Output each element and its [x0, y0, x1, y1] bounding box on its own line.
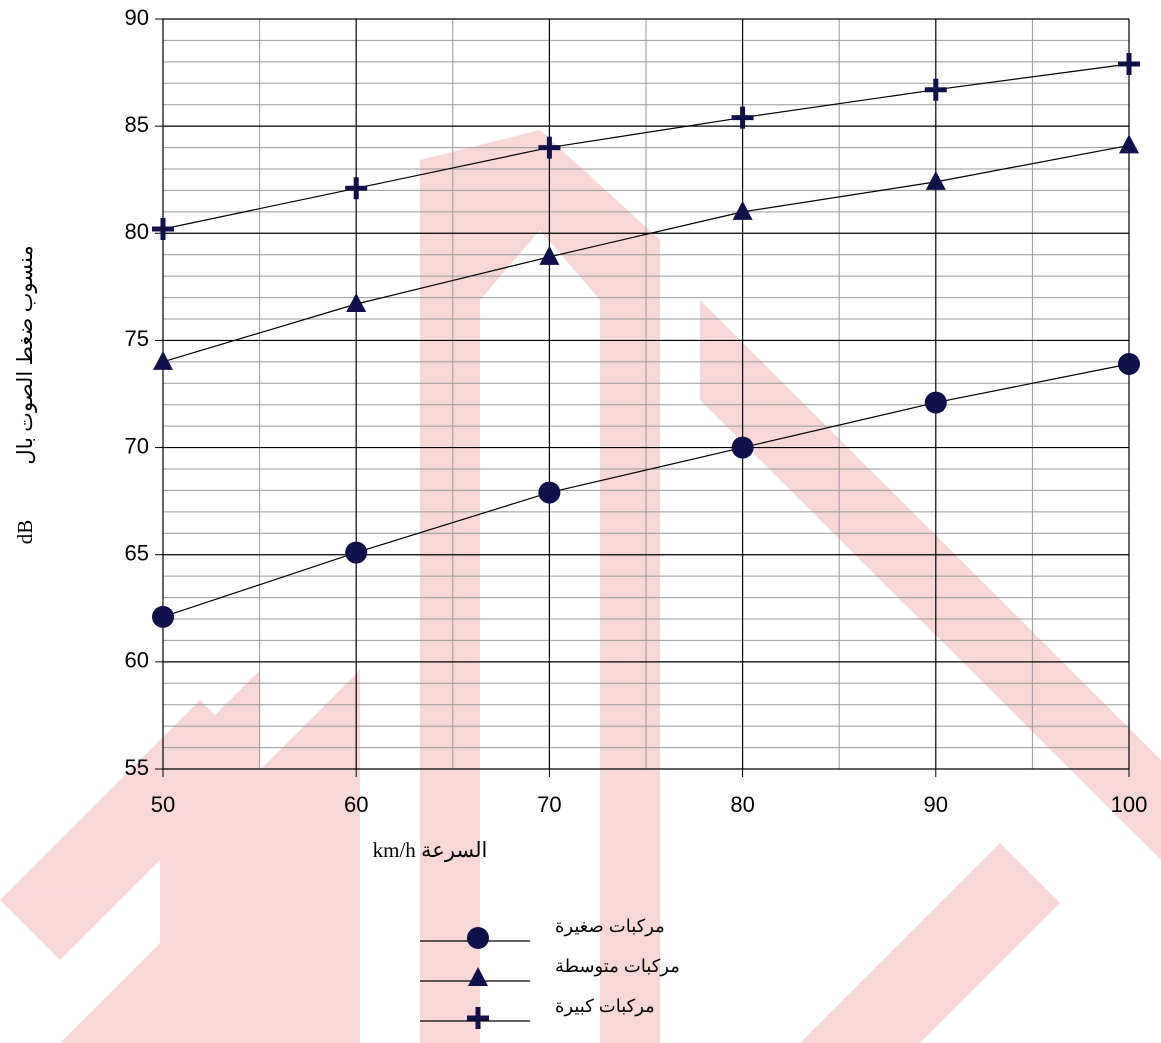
series-line: [162, 63, 1130, 230]
y-tick-label: 70: [125, 433, 149, 458]
marker: [539, 245, 560, 265]
legend-item: مركبات كبيرة: [420, 996, 655, 1029]
legend: مركبات صغيرة مركبات متوسطة مركبات كبيرة: [420, 916, 680, 1029]
x-tick-label: 70: [537, 792, 561, 817]
y-tick-label: 55: [125, 755, 149, 780]
marker: [468, 967, 488, 986]
marker: [346, 293, 367, 312]
legend-label: مركبات متوسطة: [555, 956, 680, 977]
y-tick-label: 75: [125, 326, 149, 351]
marker: [538, 136, 561, 159]
marker: [1118, 353, 1140, 375]
legend-label: مركبات كبيرة: [555, 996, 655, 1017]
marker: [153, 350, 173, 370]
marker: [731, 106, 754, 129]
x-tick-label: 80: [730, 792, 754, 817]
y-axis-unit: dB: [13, 520, 37, 545]
legend-label: مركبات صغيرة: [555, 916, 665, 937]
y-tick-label: 65: [125, 541, 149, 566]
marker: [152, 605, 174, 628]
x-tick-label: 50: [151, 792, 175, 817]
marker: [152, 218, 174, 240]
marker: [1118, 53, 1140, 75]
y-tick-label: 80: [125, 219, 149, 244]
y-axis-label: منسوب ضغط الصوت بال: [13, 245, 38, 464]
y-tick-label: 90: [125, 5, 149, 30]
series-line: [162, 144, 1130, 363]
marker: [345, 541, 368, 564]
marker: [467, 927, 489, 949]
legend-item: مركبات صغيرة: [420, 916, 665, 949]
marker: [924, 78, 947, 101]
x-tick-label: 100: [1111, 792, 1148, 817]
marker: [924, 391, 947, 414]
x-tick-label: 90: [924, 792, 948, 817]
legend-item: مركبات متوسطة: [420, 956, 680, 986]
marker: [1119, 134, 1139, 154]
x-tick-label: 60: [344, 792, 368, 817]
marker: [731, 436, 754, 459]
marker: [467, 1007, 489, 1029]
y-tick-label: 85: [125, 112, 149, 137]
watermark: [0, 130, 1161, 1043]
marker: [732, 200, 753, 220]
x-axis-label: السرعة km/h: [373, 838, 488, 863]
marker: [538, 481, 561, 504]
series-line: [162, 363, 1130, 618]
marker: [925, 170, 946, 190]
marker: [345, 177, 368, 200]
y-tick-label: 60: [125, 648, 149, 673]
